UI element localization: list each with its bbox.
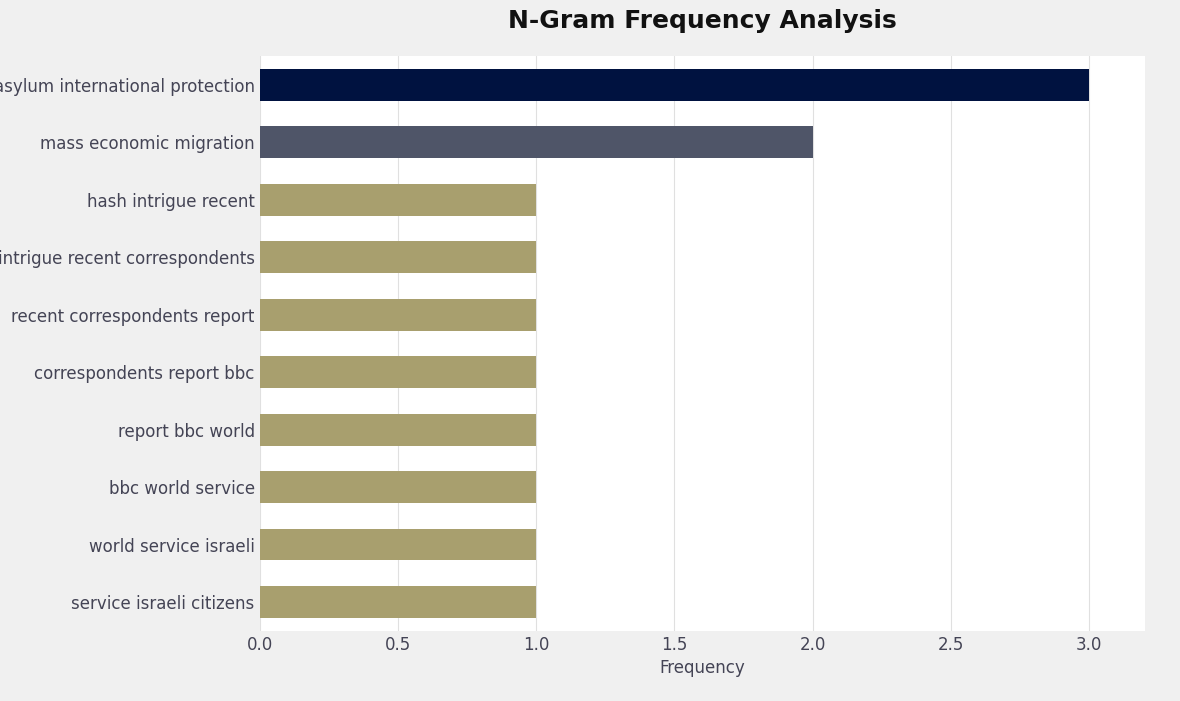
Bar <box>260 299 536 331</box>
Bar <box>260 529 536 561</box>
Bar <box>260 241 536 273</box>
Bar <box>260 586 536 618</box>
Bar <box>260 69 1089 101</box>
X-axis label: Frequency: Frequency <box>660 660 745 677</box>
Bar <box>260 126 813 158</box>
Bar <box>260 414 536 446</box>
Bar <box>260 184 536 216</box>
Title: N-Gram Frequency Analysis: N-Gram Frequency Analysis <box>507 9 897 34</box>
Bar <box>260 356 536 388</box>
Bar <box>260 471 536 503</box>
